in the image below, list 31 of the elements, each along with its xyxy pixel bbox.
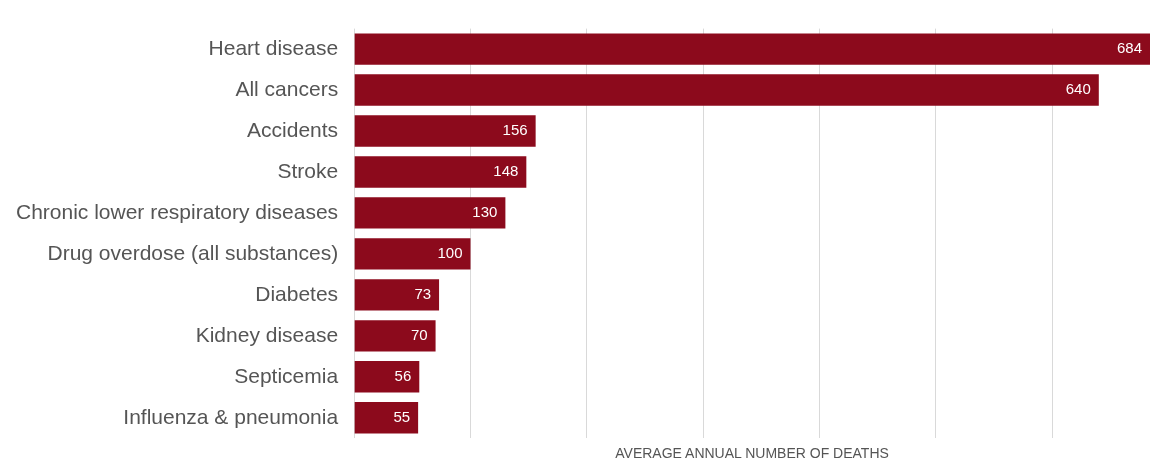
bar [354, 279, 440, 311]
bar [354, 402, 419, 434]
bar [354, 156, 527, 188]
y-tick-label: Stroke [277, 158, 339, 182]
data-label: 148 [493, 162, 519, 180]
data-label: 56 [394, 366, 412, 384]
bar [354, 320, 436, 352]
data-label: 70 [410, 325, 428, 343]
data-label: 684 [1116, 39, 1142, 57]
y-tick-label: Accidents [247, 117, 339, 141]
data-label: 640 [1065, 80, 1091, 98]
y-tick-label: Heart disease [208, 35, 339, 59]
y-tick-label: Diabetes [255, 281, 339, 305]
bar [354, 197, 506, 229]
bar [354, 238, 471, 270]
y-tick-label: All cancers [235, 76, 339, 100]
y-tick-label: Septicemia [234, 363, 339, 387]
bar [354, 74, 1099, 106]
y-tick-label: Kidney disease [195, 322, 339, 346]
bar [354, 361, 420, 393]
data-label: 73 [414, 284, 432, 302]
y-tick-label: Influenza & pneumonia [123, 404, 339, 428]
y-tick-label: Chronic lower respiratory diseases [15, 199, 339, 223]
data-label: 130 [472, 203, 498, 221]
bar [354, 33, 1150, 65]
data-label: 156 [502, 121, 528, 139]
data-label: 55 [393, 407, 411, 425]
bar [354, 115, 536, 147]
x-axis-title: AVERAGE ANNUAL NUMBER OF DEATHS [615, 445, 889, 462]
data-label: 100 [437, 244, 463, 262]
y-tick-label: Drug overdose (all substances) [47, 240, 339, 264]
